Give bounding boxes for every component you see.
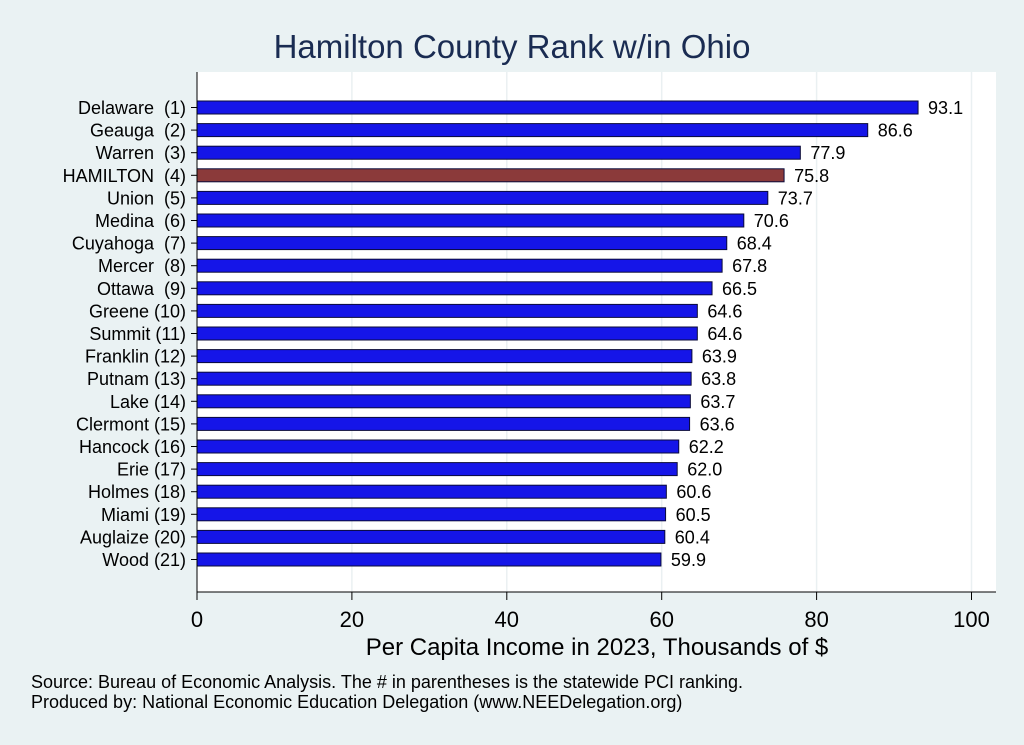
data-label: 86.6	[878, 121, 913, 141]
data-label: 77.9	[810, 143, 845, 163]
bar	[196, 349, 693, 364]
category-label: Franklin (12)	[85, 347, 186, 367]
data-label: 62.2	[689, 437, 724, 457]
bar	[196, 507, 667, 522]
category-label: Clermont (15)	[76, 414, 186, 434]
bar	[196, 462, 678, 477]
labels: Delaware (1) 93.1 Geauga (2) 86.6 Warren (3)…	[63, 98, 963, 570]
x-axis-ticks: 0 20 40 60 80 100	[191, 592, 990, 632]
x-tick-label: 80	[804, 607, 828, 632]
data-label: 60.5	[676, 505, 711, 525]
bar	[196, 213, 745, 228]
bar	[196, 552, 662, 567]
category-label: Putnam (13)	[87, 369, 186, 389]
bar	[196, 303, 698, 318]
data-label: 62.0	[687, 460, 722, 480]
data-label: 75.8	[794, 166, 829, 186]
bar	[196, 394, 691, 409]
x-tick-label: 100	[953, 607, 990, 632]
data-label: 64.6	[707, 324, 742, 344]
bar	[196, 326, 698, 341]
x-tick-label: 20	[340, 607, 364, 632]
category-label: Greene (10)	[89, 301, 186, 321]
x-tick-label: 40	[495, 607, 519, 632]
data-label: 63.6	[700, 414, 735, 434]
data-label: 60.4	[675, 527, 710, 547]
producer-note: Produced by: National Economic Education…	[31, 692, 683, 712]
data-label: 59.9	[671, 550, 706, 570]
bar	[196, 190, 769, 205]
category-label: Warren (3)	[96, 143, 186, 163]
category-label: Lake (14)	[110, 392, 186, 412]
data-label: 63.9	[702, 347, 737, 367]
bar	[196, 145, 801, 160]
category-label: Holmes (18)	[88, 482, 186, 502]
data-label: 67.8	[732, 256, 767, 276]
source-note: Source: Bureau of Economic Analysis. The…	[31, 672, 744, 692]
x-axis-title: Per Capita Income in 2023, Thousands of …	[366, 634, 829, 661]
category-label: Erie (17)	[117, 460, 186, 480]
category-label: HAMILTON (4)	[63, 166, 186, 186]
x-tick-label: 0	[191, 607, 203, 632]
category-label: Summit (11)	[89, 324, 186, 344]
bar	[196, 371, 692, 386]
category-label: Ottawa (9)	[97, 279, 186, 299]
category-label: Delaware (1)	[78, 98, 186, 118]
bar	[196, 281, 713, 296]
category-label: Medina (6)	[95, 211, 186, 231]
bar	[196, 484, 667, 499]
data-label: 70.6	[754, 211, 789, 231]
data-label: 66.5	[722, 279, 757, 299]
bars	[196, 100, 919, 567]
category-label: Hancock (16)	[79, 437, 186, 457]
bar	[196, 416, 691, 431]
bar	[196, 236, 728, 251]
data-label: 93.1	[928, 98, 963, 118]
data-label: 64.6	[707, 301, 742, 321]
bar	[196, 258, 723, 273]
category-label: Wood (21)	[102, 550, 186, 570]
bar	[196, 439, 680, 454]
category-label: Geauga (2)	[90, 121, 186, 141]
category-label: Cuyahoga (7)	[72, 234, 186, 254]
bar	[196, 123, 869, 138]
bar	[196, 529, 666, 544]
bar	[196, 100, 919, 115]
data-label: 68.4	[737, 234, 772, 254]
data-label: 73.7	[778, 188, 813, 208]
category-label: Union (5)	[107, 188, 186, 208]
category-label: Mercer (8)	[98, 256, 186, 276]
data-label: 63.7	[700, 392, 735, 412]
data-label: 63.8	[701, 369, 736, 389]
chart-title: Hamilton County Rank w/in Ohio	[274, 28, 751, 65]
category-label: Miami (19)	[101, 505, 186, 525]
x-tick-label: 60	[649, 607, 673, 632]
category-label: Auglaize (20)	[80, 527, 186, 547]
bar	[196, 168, 785, 183]
data-label: 60.6	[676, 482, 711, 502]
